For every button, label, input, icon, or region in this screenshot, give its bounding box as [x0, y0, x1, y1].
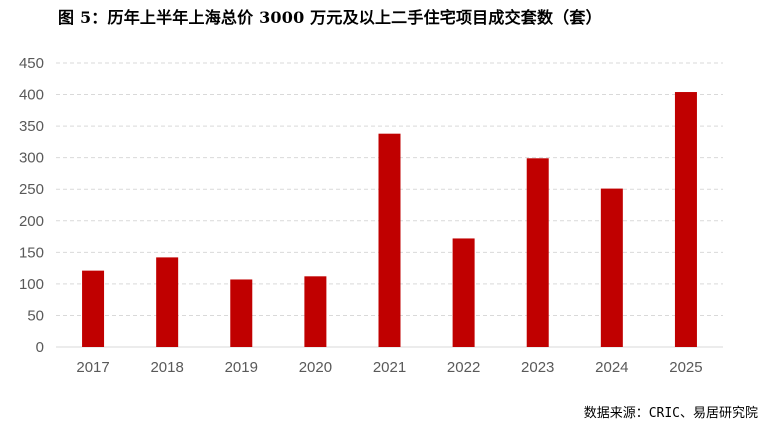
bar-2024 — [600, 188, 623, 347]
y-tick-label: 0 — [36, 339, 44, 356]
bar-2017 — [82, 270, 105, 347]
y-tick-label: 50 — [27, 307, 44, 324]
x-tick-label: 2021 — [373, 359, 406, 376]
bars — [82, 92, 697, 347]
bar-2023 — [526, 158, 549, 347]
chart-title: 图 5：历年上半年上海总价 3000 万元及以上二手住宅项目成交套数（套） — [58, 8, 602, 27]
y-tick-label: 150 — [19, 244, 44, 261]
bar-2022 — [452, 238, 475, 347]
bar-2019 — [230, 279, 253, 347]
y-tick-label: 250 — [19, 181, 44, 198]
y-tick-label: 300 — [19, 150, 44, 167]
x-tick-label: 2023 — [521, 359, 554, 376]
bar-2025 — [674, 92, 697, 347]
bar-2018 — [156, 257, 179, 347]
chart-source: 数据来源：CRIC、易居研究院 — [583, 406, 758, 421]
bar-2020 — [304, 276, 327, 347]
x-tick-label: 2022 — [447, 359, 480, 376]
x-tick-label: 2018 — [150, 359, 183, 376]
x-tick-label: 2024 — [595, 359, 628, 376]
bar-2021 — [378, 133, 401, 347]
y-tick-label: 100 — [19, 276, 44, 293]
y-tick-label: 350 — [19, 118, 44, 135]
y-tick-label: 400 — [19, 87, 44, 104]
x-tick-label: 2025 — [669, 359, 702, 376]
x-tick-label: 2017 — [76, 359, 109, 376]
x-tick-label: 2019 — [225, 359, 258, 376]
x-tick-label: 2020 — [299, 359, 332, 376]
y-axis-labels: 0 50 100 150 200 250 300 350 400 450 — [19, 55, 44, 356]
y-tick-label: 200 — [19, 213, 44, 230]
x-axis-labels: 2017 2018 2019 2020 2021 2022 2023 2024 2025 — [76, 359, 702, 376]
y-tick-label: 450 — [19, 55, 44, 72]
